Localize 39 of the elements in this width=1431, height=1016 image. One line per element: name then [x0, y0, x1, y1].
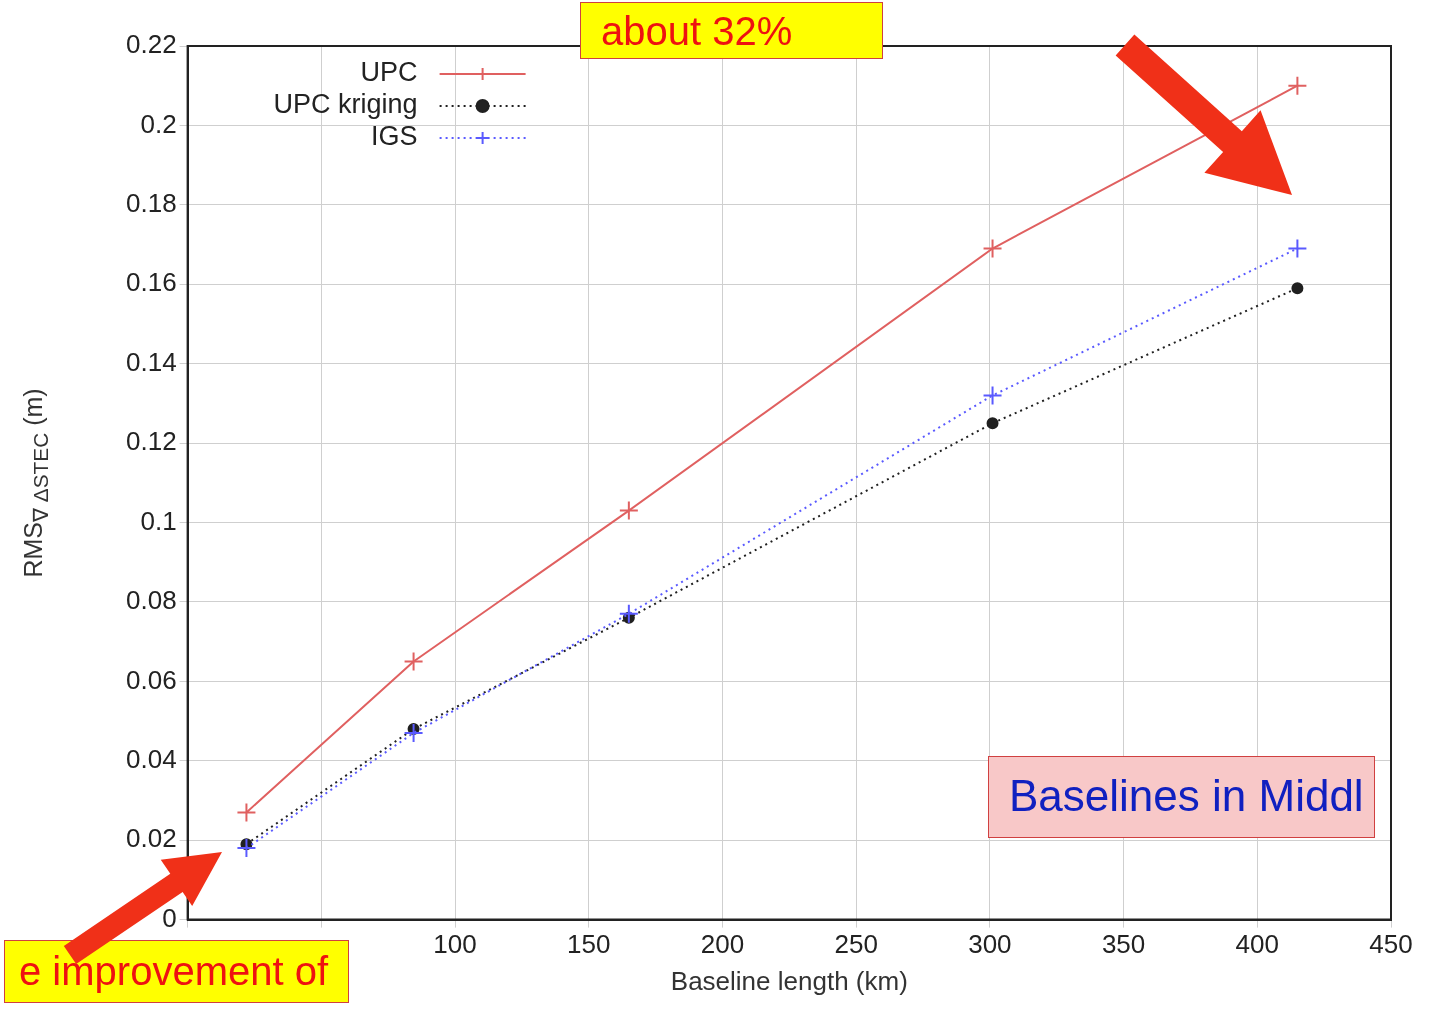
y-tick-label: 0.06 [125, 664, 177, 695]
point [982, 385, 1003, 406]
y-tick-label: 0.22 [125, 29, 177, 60]
y-tick-label: 0.02 [125, 823, 177, 854]
y-tick-label: 0.12 [125, 426, 177, 457]
x-axis-title: Baseline length (km) [670, 965, 908, 996]
legend-label: UPC kriging [273, 89, 418, 120]
point [618, 603, 639, 624]
point [236, 838, 257, 859]
y-tick-label: 0.16 [125, 267, 177, 298]
y-tick-label: 0.2 [140, 108, 177, 139]
annotation: about 32% [580, 2, 884, 59]
x-tick-label: 100 [433, 929, 477, 960]
y-tick-label: 0.04 [125, 743, 177, 774]
annotation: Baselines in Middl [988, 756, 1375, 838]
x-tick-label: 400 [1235, 929, 1279, 960]
y-tick-label: 0.14 [125, 346, 177, 377]
x-tick-label: 150 [567, 929, 611, 960]
y-tick-label: 0.18 [125, 188, 177, 219]
legend-label: IGS [371, 121, 418, 152]
x-tick-label: 300 [968, 929, 1012, 960]
point [982, 238, 1003, 259]
legend-label: UPC [360, 57, 418, 88]
point [618, 500, 639, 521]
point [1291, 282, 1304, 295]
point [403, 722, 424, 743]
point [1287, 75, 1308, 96]
y-tick-label: 0.1 [140, 505, 177, 536]
y-tick-label: 0.08 [125, 585, 177, 616]
y-tick-label: 0 [162, 902, 177, 933]
point [403, 651, 424, 672]
x-tick-label: 450 [1369, 929, 1413, 960]
x-tick-label: 350 [1101, 929, 1146, 960]
point [1287, 238, 1308, 259]
x-tick-label: 250 [834, 929, 878, 960]
point [236, 802, 257, 823]
point [986, 417, 999, 430]
text: e improvement of [4, 940, 350, 1003]
x-tick-label: 200 [700, 929, 745, 960]
